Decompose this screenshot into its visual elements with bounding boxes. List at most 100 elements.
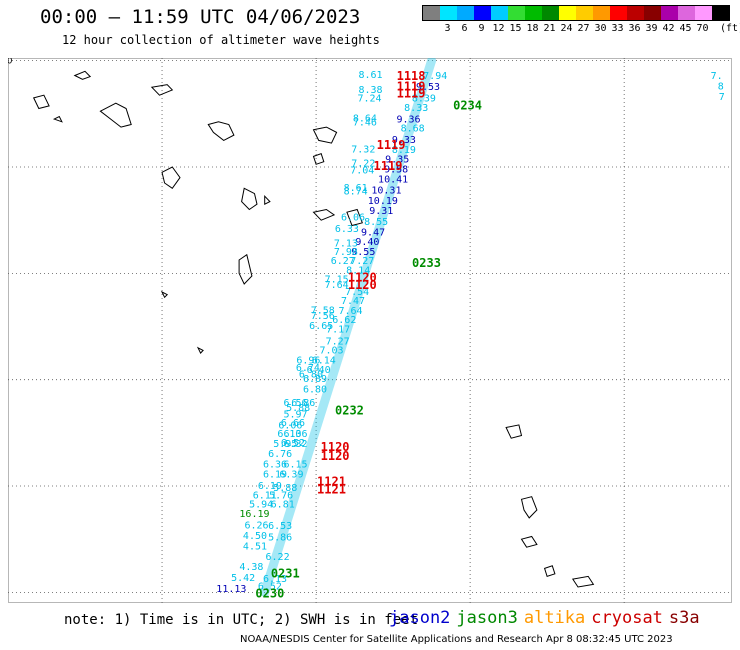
- wave-height-label: 7.22: [351, 159, 375, 170]
- wave-height-label: 7.56: [311, 311, 335, 322]
- wave-height-label: 8.39: [412, 93, 436, 104]
- wave-height-label: 6.10: [277, 429, 301, 440]
- pass-time-label: 1120: [321, 449, 350, 463]
- pass-time-label: 1118: [397, 69, 426, 83]
- wave-height-label: 6.22: [266, 552, 290, 563]
- legend-swatch: [678, 6, 695, 20]
- satellite-track: [260, 58, 437, 597]
- pass-time-label: 1119: [397, 87, 426, 101]
- legend-swatch: [559, 6, 576, 20]
- pass-time-label: 0233: [412, 256, 441, 270]
- wave-height-label: 6.86: [291, 398, 315, 409]
- satellite-key: jason2 jason3 altika cryosat s3a: [389, 608, 706, 628]
- satellite-name: altika: [523, 608, 586, 628]
- wave-height-label: 6.96: [296, 355, 320, 366]
- wave-height-label: 5.76: [269, 491, 293, 502]
- island-outline: [346, 208, 363, 227]
- wave-height-label: 7.54: [345, 287, 369, 298]
- wave-height-label: 6.53: [268, 521, 292, 532]
- legend-label: 42: [662, 23, 675, 34]
- island-outline: [52, 115, 63, 123]
- map-frame: [8, 58, 732, 603]
- wave-height-label: 5.94: [249, 500, 273, 511]
- wave-height-label: 10.31: [371, 185, 401, 196]
- island-outline: [160, 290, 169, 299]
- wave-height-label: 9.58: [384, 165, 408, 176]
- island-outline: [312, 208, 336, 221]
- legend-swatch: [491, 6, 508, 20]
- legend-unit: (ft): [719, 23, 740, 34]
- wave-height-label: 6.56: [283, 398, 307, 409]
- legend-swatch: [661, 6, 678, 20]
- pass-time-label: 1121: [317, 483, 346, 497]
- wave-height-label: 7: [719, 92, 725, 103]
- island-outline: [241, 187, 258, 211]
- legend-swatch: [542, 6, 559, 20]
- legend-swatch: [508, 6, 525, 20]
- legend-label: 70: [696, 23, 709, 34]
- title: 00:00 – 11:59 UTC 04/06/2023: [40, 6, 361, 28]
- island-outline: [505, 424, 523, 439]
- wave-height-label: 5.95: [273, 439, 297, 450]
- wave-height-label: 8: [718, 82, 724, 93]
- wave-height-label: 6.80: [303, 385, 327, 396]
- time-labels: 1118111911190234111911190233112011200232…: [255, 69, 482, 600]
- wave-height-label: 6.06: [341, 212, 365, 223]
- wave-height-label: 6.14: [312, 355, 336, 366]
- legend-label: 15: [509, 23, 522, 34]
- satellite-name: cryosat: [591, 608, 663, 628]
- satellite-name: jason2: [389, 608, 451, 628]
- wave-height-label: 8.68: [401, 124, 425, 135]
- island-outline: [207, 121, 235, 141]
- wave-height-label: 16.19: [239, 509, 269, 520]
- wave-height-label: 7.94: [423, 71, 447, 82]
- legend-label: 33: [611, 23, 624, 34]
- pass-time-label: 1120: [348, 271, 377, 285]
- wave-height-label: 8.19: [392, 145, 416, 156]
- wave-height-label: 7.: [711, 71, 723, 82]
- pass-time-label: 1119: [397, 80, 426, 94]
- wave-height-label: 6.40: [307, 365, 331, 376]
- island-outline: [73, 70, 92, 80]
- wave-height-label: 8.14: [346, 266, 370, 277]
- wave-height-label: 6.52: [258, 581, 282, 592]
- wave-height-label: 7.98: [334, 247, 358, 258]
- satellite-name: s3a: [668, 608, 700, 628]
- satellite-name: jason3: [456, 608, 518, 628]
- legend-swatch: [525, 6, 542, 20]
- wave-height-label: 7.46: [353, 117, 377, 128]
- wave-height-label: 5.42: [231, 573, 255, 584]
- legend-swatch: [457, 6, 474, 20]
- pass-time-label: 0230: [255, 586, 284, 600]
- wave-height-label: 6.11: [253, 491, 277, 502]
- pass-time-label: 1120: [321, 440, 350, 454]
- pass-time-label: 0232: [335, 403, 364, 417]
- legend-label: 18: [526, 23, 539, 34]
- graticule: [8, 58, 732, 603]
- wave-height-label: 8.33: [404, 103, 428, 114]
- wave-height-label: 6.13: [263, 574, 287, 585]
- wave-height-label: 6.27: [331, 256, 355, 267]
- wave-height-label: 7.13: [334, 239, 358, 250]
- wave-height-label: 4.50: [243, 531, 267, 542]
- wave-height-label: 7.17: [326, 325, 350, 336]
- wave-height-label: 6.06: [278, 420, 302, 431]
- wave-height-label: 7.58: [311, 305, 335, 316]
- legend-swatch: [644, 6, 661, 20]
- subtitle: 12 hour collection of altimeter wave hei…: [62, 33, 380, 47]
- legend-label: 21: [543, 23, 556, 34]
- wave-height-label: 6.32: [283, 439, 307, 450]
- wave-height-label: 6.33: [335, 224, 359, 235]
- pass-time-label: 1119: [374, 159, 403, 173]
- legend-swatch: [610, 6, 627, 20]
- legend-label: 6: [461, 23, 468, 34]
- wave-height-label: 7.32: [351, 144, 375, 155]
- axis-labels: 1651681711741770246810: [8, 58, 13, 67]
- legend-label: 45: [679, 23, 692, 34]
- satellite-ground-track: [260, 58, 437, 597]
- legend-label: 12: [492, 23, 505, 34]
- island-outline: [196, 346, 204, 354]
- wave-height-label: 9.35: [385, 154, 409, 165]
- wave-height-label: 8.61: [358, 70, 382, 81]
